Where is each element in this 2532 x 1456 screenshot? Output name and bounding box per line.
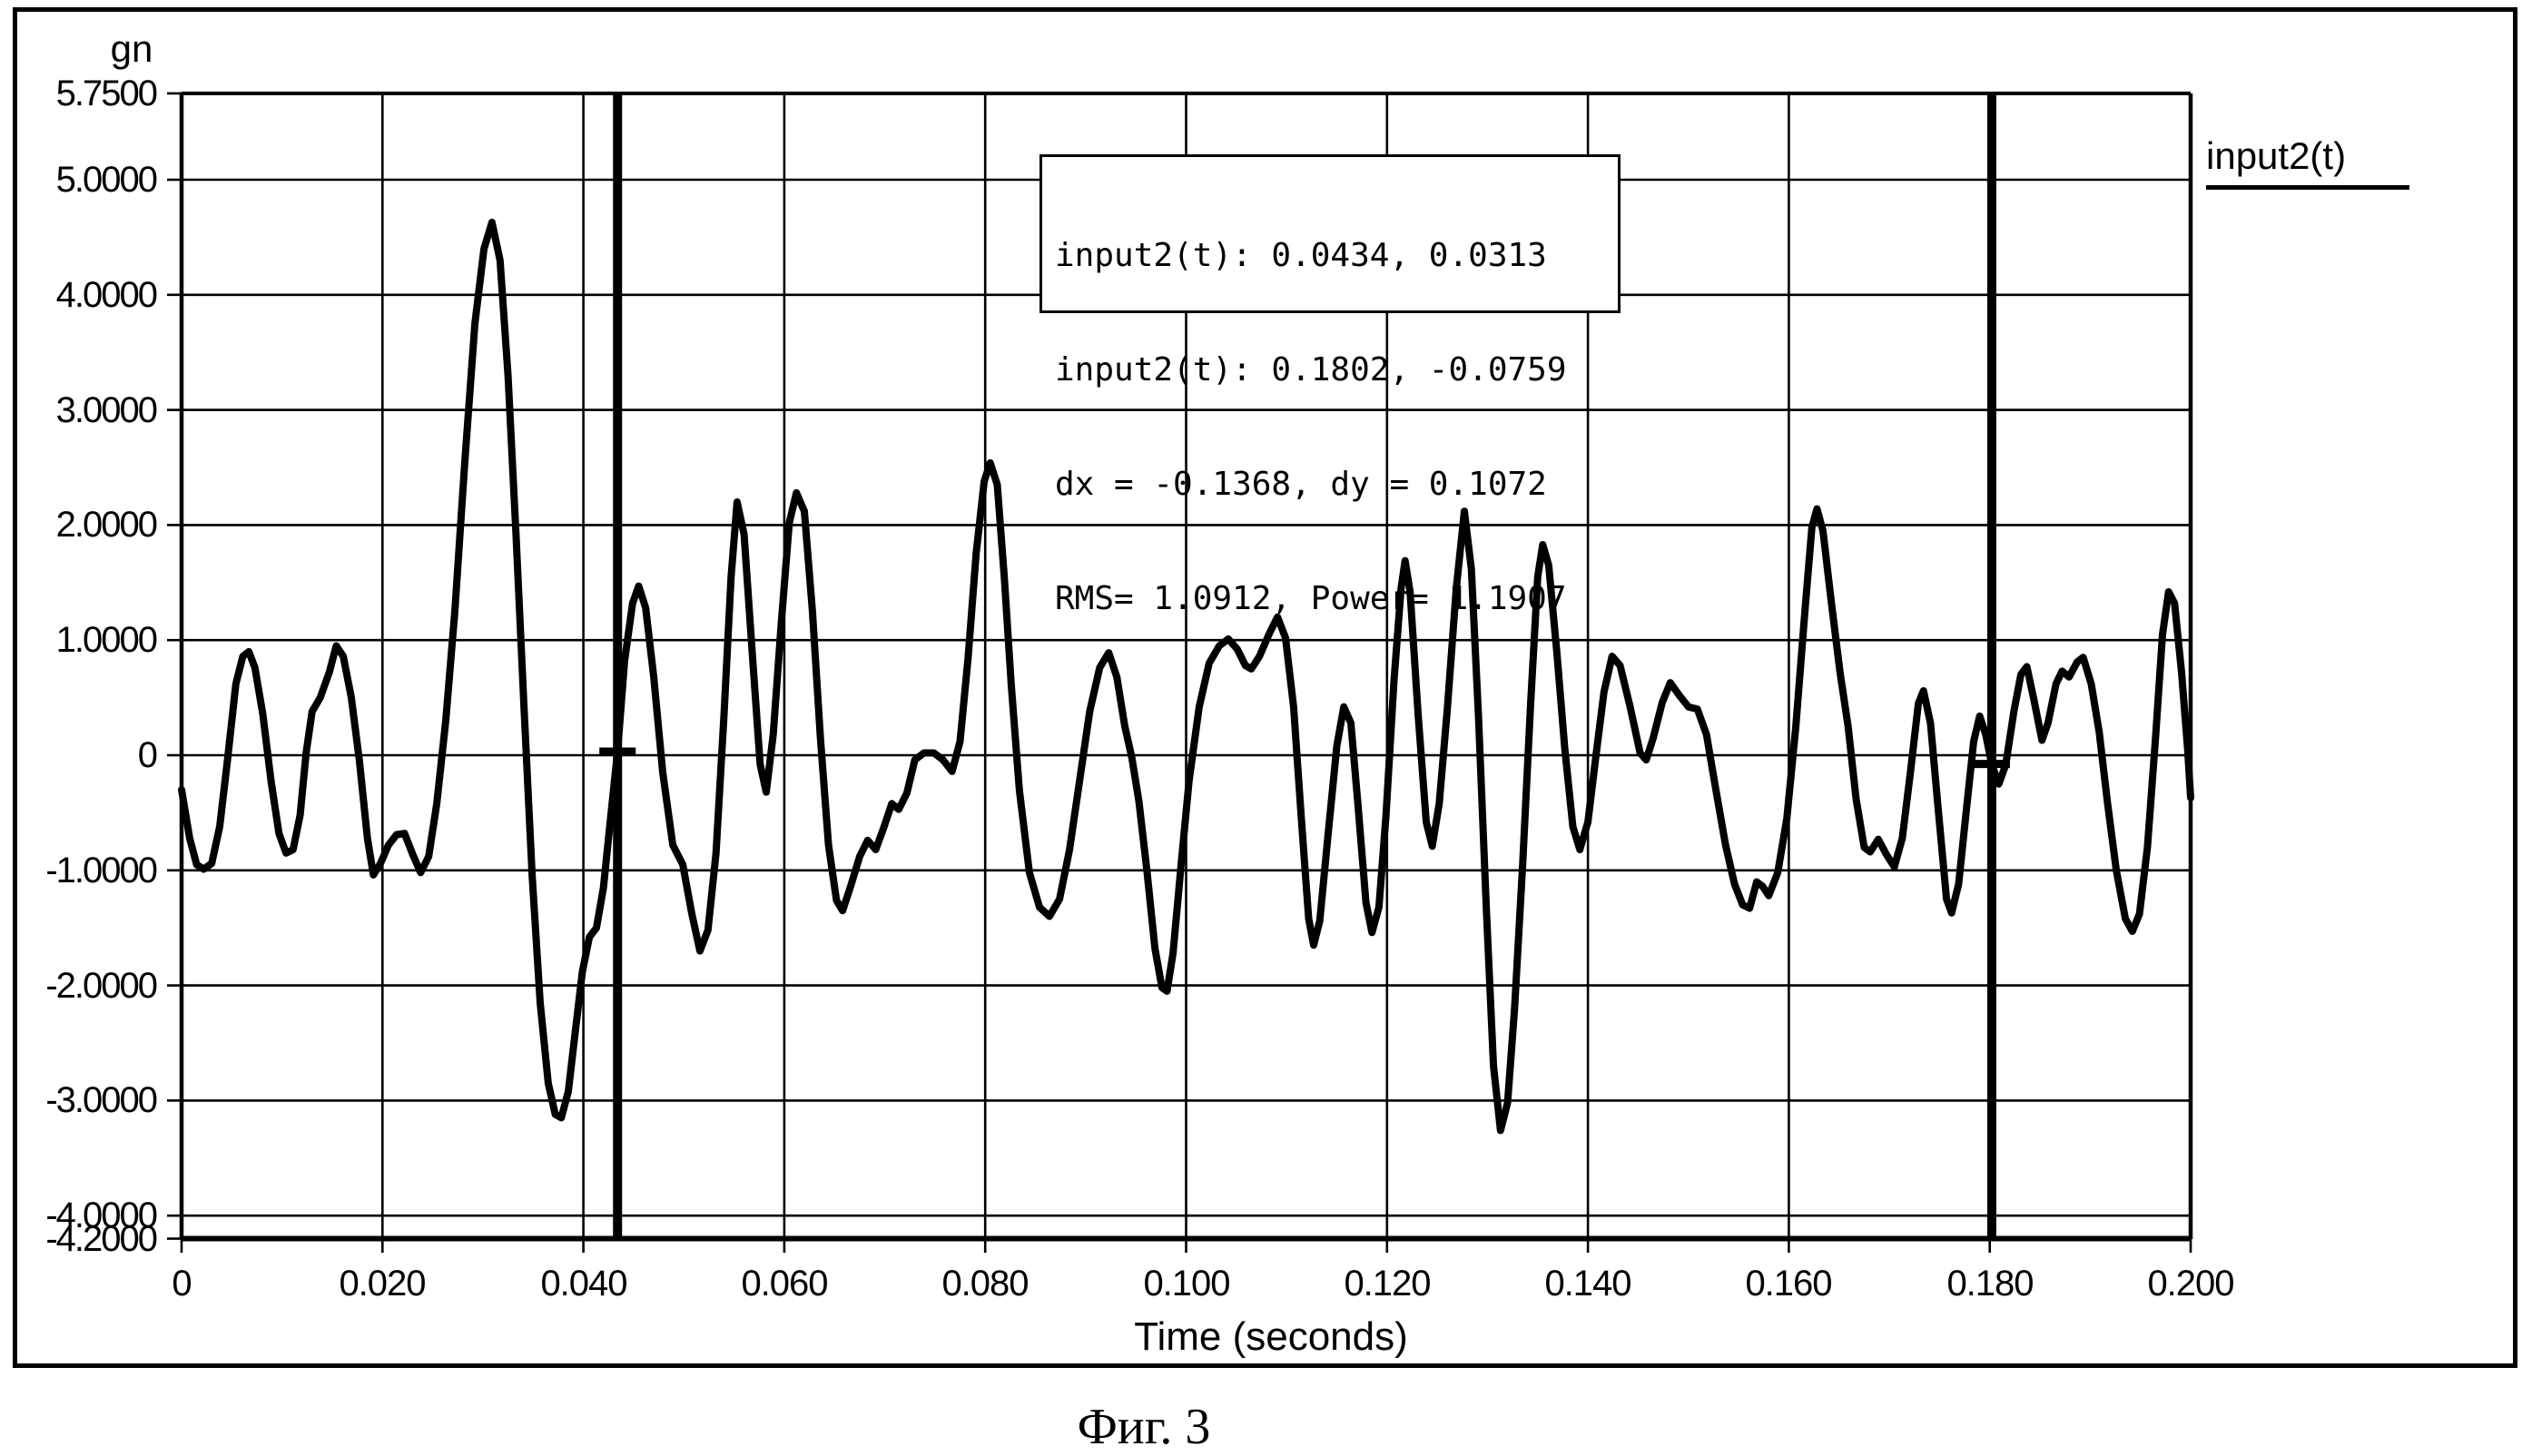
y-tick-label: 4.0000 xyxy=(55,275,158,315)
x-tick-label: 0.060 xyxy=(741,1264,828,1304)
x-axis-title: Time (seconds) xyxy=(1134,1314,1408,1359)
y-tick-label: 5.0000 xyxy=(55,160,158,200)
y-tick-label: -4.0000 xyxy=(45,1195,158,1235)
cursor-readout-line-3: dx = -0.1368, dy = 0.1072 xyxy=(1055,466,1547,503)
y-tick-label: 3.0000 xyxy=(55,390,158,430)
y-tick-label: -4.2000 xyxy=(45,1219,158,1259)
y-tick-label: -2.0000 xyxy=(45,966,158,1006)
x-tick-label: 0.040 xyxy=(540,1264,627,1304)
x-tick-label: 0.160 xyxy=(1745,1264,1832,1304)
y-tick-label: 5.7500 xyxy=(55,74,158,113)
x-tick-label: 0.200 xyxy=(2147,1264,2234,1304)
cursor-readout-box: input2(t): 0.0434, 0.0313 input2(t): 0.1… xyxy=(1039,154,1621,617)
x-tick-label: 0.080 xyxy=(941,1264,1029,1304)
y-tick-label: 0 xyxy=(137,735,158,775)
x-tick-label: 0 xyxy=(172,1264,192,1304)
y-tick-label: 1.0000 xyxy=(55,620,158,660)
x-tick-label: 0.120 xyxy=(1344,1264,1431,1304)
cursor-readout-line-1: input2(t): 0.0434, 0.0313 xyxy=(1055,237,1547,274)
x-tick-label: 0.100 xyxy=(1143,1264,1230,1304)
y-axis-title: gn xyxy=(110,27,153,70)
figure-caption: Фиг. 3 xyxy=(1077,1399,1211,1455)
waveform-input2 xyxy=(178,218,2194,1135)
legend-entry-input2[interactable]: input2(t) xyxy=(2206,134,2409,190)
x-tick-label: 0.180 xyxy=(1946,1264,2034,1304)
cursor-readout-line-4: RMS= 1.0912, Power= 1.1907 xyxy=(1055,580,1567,617)
y-tick-label: -3.0000 xyxy=(45,1080,158,1120)
y-tick-label: -1.0000 xyxy=(45,851,158,890)
x-tick-label: 0.140 xyxy=(1544,1264,1631,1304)
figure-border xyxy=(13,7,2517,1368)
y-tick-label: 2.0000 xyxy=(55,505,158,545)
x-tick-label: 0.020 xyxy=(339,1264,426,1304)
cursor-readout-line-2: input2(t): 0.1802, -0.0759 xyxy=(1055,351,1567,389)
